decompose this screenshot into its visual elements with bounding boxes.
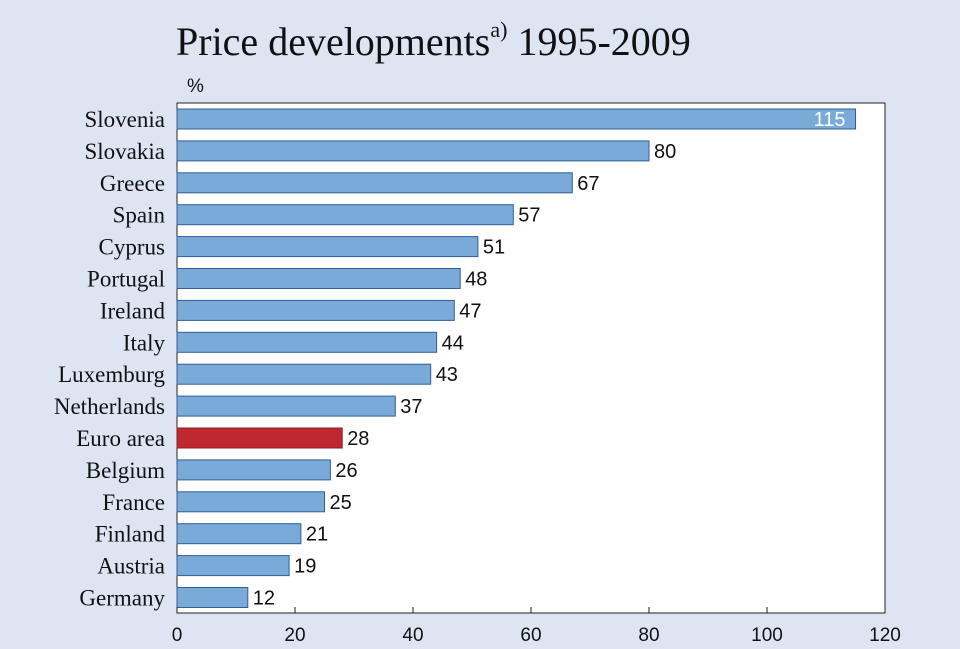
bar [176, 268, 461, 289]
bar [176, 204, 514, 226]
category-label: Greece [100, 171, 165, 196]
category-label: Slovakia [85, 139, 166, 164]
data-label: 57 [518, 205, 540, 227]
data-label: 51 [483, 237, 505, 259]
data-label: 12 [253, 588, 275, 610]
data-label: 47 [459, 300, 481, 322]
data-label: 67 [577, 173, 599, 195]
bar [176, 299, 455, 321]
x-tick-label: 60 [520, 625, 541, 646]
x-tick-label: 100 [751, 625, 783, 646]
category-label: Germany [79, 586, 165, 611]
bar [176, 108, 856, 130]
bar [176, 363, 432, 385]
data-label: 28 [347, 428, 369, 450]
category-label: Portugal [87, 267, 165, 292]
category-label: Finland [95, 522, 166, 547]
x-tick-label: 40 [402, 625, 423, 646]
bar [176, 555, 290, 577]
bar [176, 140, 650, 162]
chart-title: Price developmentsa) 1995-2009 [176, 16, 691, 65]
data-label: 26 [335, 460, 357, 482]
x-tick-label: 80 [638, 625, 659, 646]
bar [176, 172, 573, 194]
category-label: Cyprus [99, 235, 166, 260]
category-label: Belgium [86, 458, 165, 483]
category-label: Luxemburg [58, 362, 165, 387]
category-label: Ireland [100, 298, 166, 323]
x-tick-label: 0 [172, 625, 183, 646]
data-label: 80 [654, 141, 676, 163]
bar [176, 459, 331, 481]
x-tick-label: 20 [284, 625, 305, 646]
bar [176, 395, 396, 417]
category-label: Netherlands [54, 394, 165, 419]
data-label: 21 [306, 524, 328, 546]
data-label: 43 [436, 364, 458, 386]
data-label: 115 [814, 109, 846, 131]
data-label: 19 [294, 556, 316, 578]
category-label: Euro area [76, 426, 165, 451]
chart-title-period: 1995-2009 [517, 19, 691, 64]
category-label: Slovenia [85, 107, 166, 132]
chart-title-text: Price developments [176, 19, 491, 64]
bar [176, 236, 479, 258]
data-label: 25 [330, 492, 352, 514]
category-label: Austria [97, 554, 165, 579]
axis-unit-label: % [187, 76, 204, 97]
bar [176, 587, 249, 608]
category-label: Spain [113, 203, 166, 228]
data-label: 37 [400, 396, 422, 418]
x-tick-label: 120 [869, 625, 901, 646]
bar [176, 523, 302, 545]
bar [176, 427, 343, 449]
bar [176, 491, 325, 513]
chart-title-footnote: a) [490, 16, 508, 42]
category-label: France [102, 490, 165, 515]
data-label: 48 [465, 269, 487, 291]
category-label: Italy [123, 330, 166, 355]
bar [176, 331, 438, 353]
data-label: 44 [442, 332, 464, 354]
